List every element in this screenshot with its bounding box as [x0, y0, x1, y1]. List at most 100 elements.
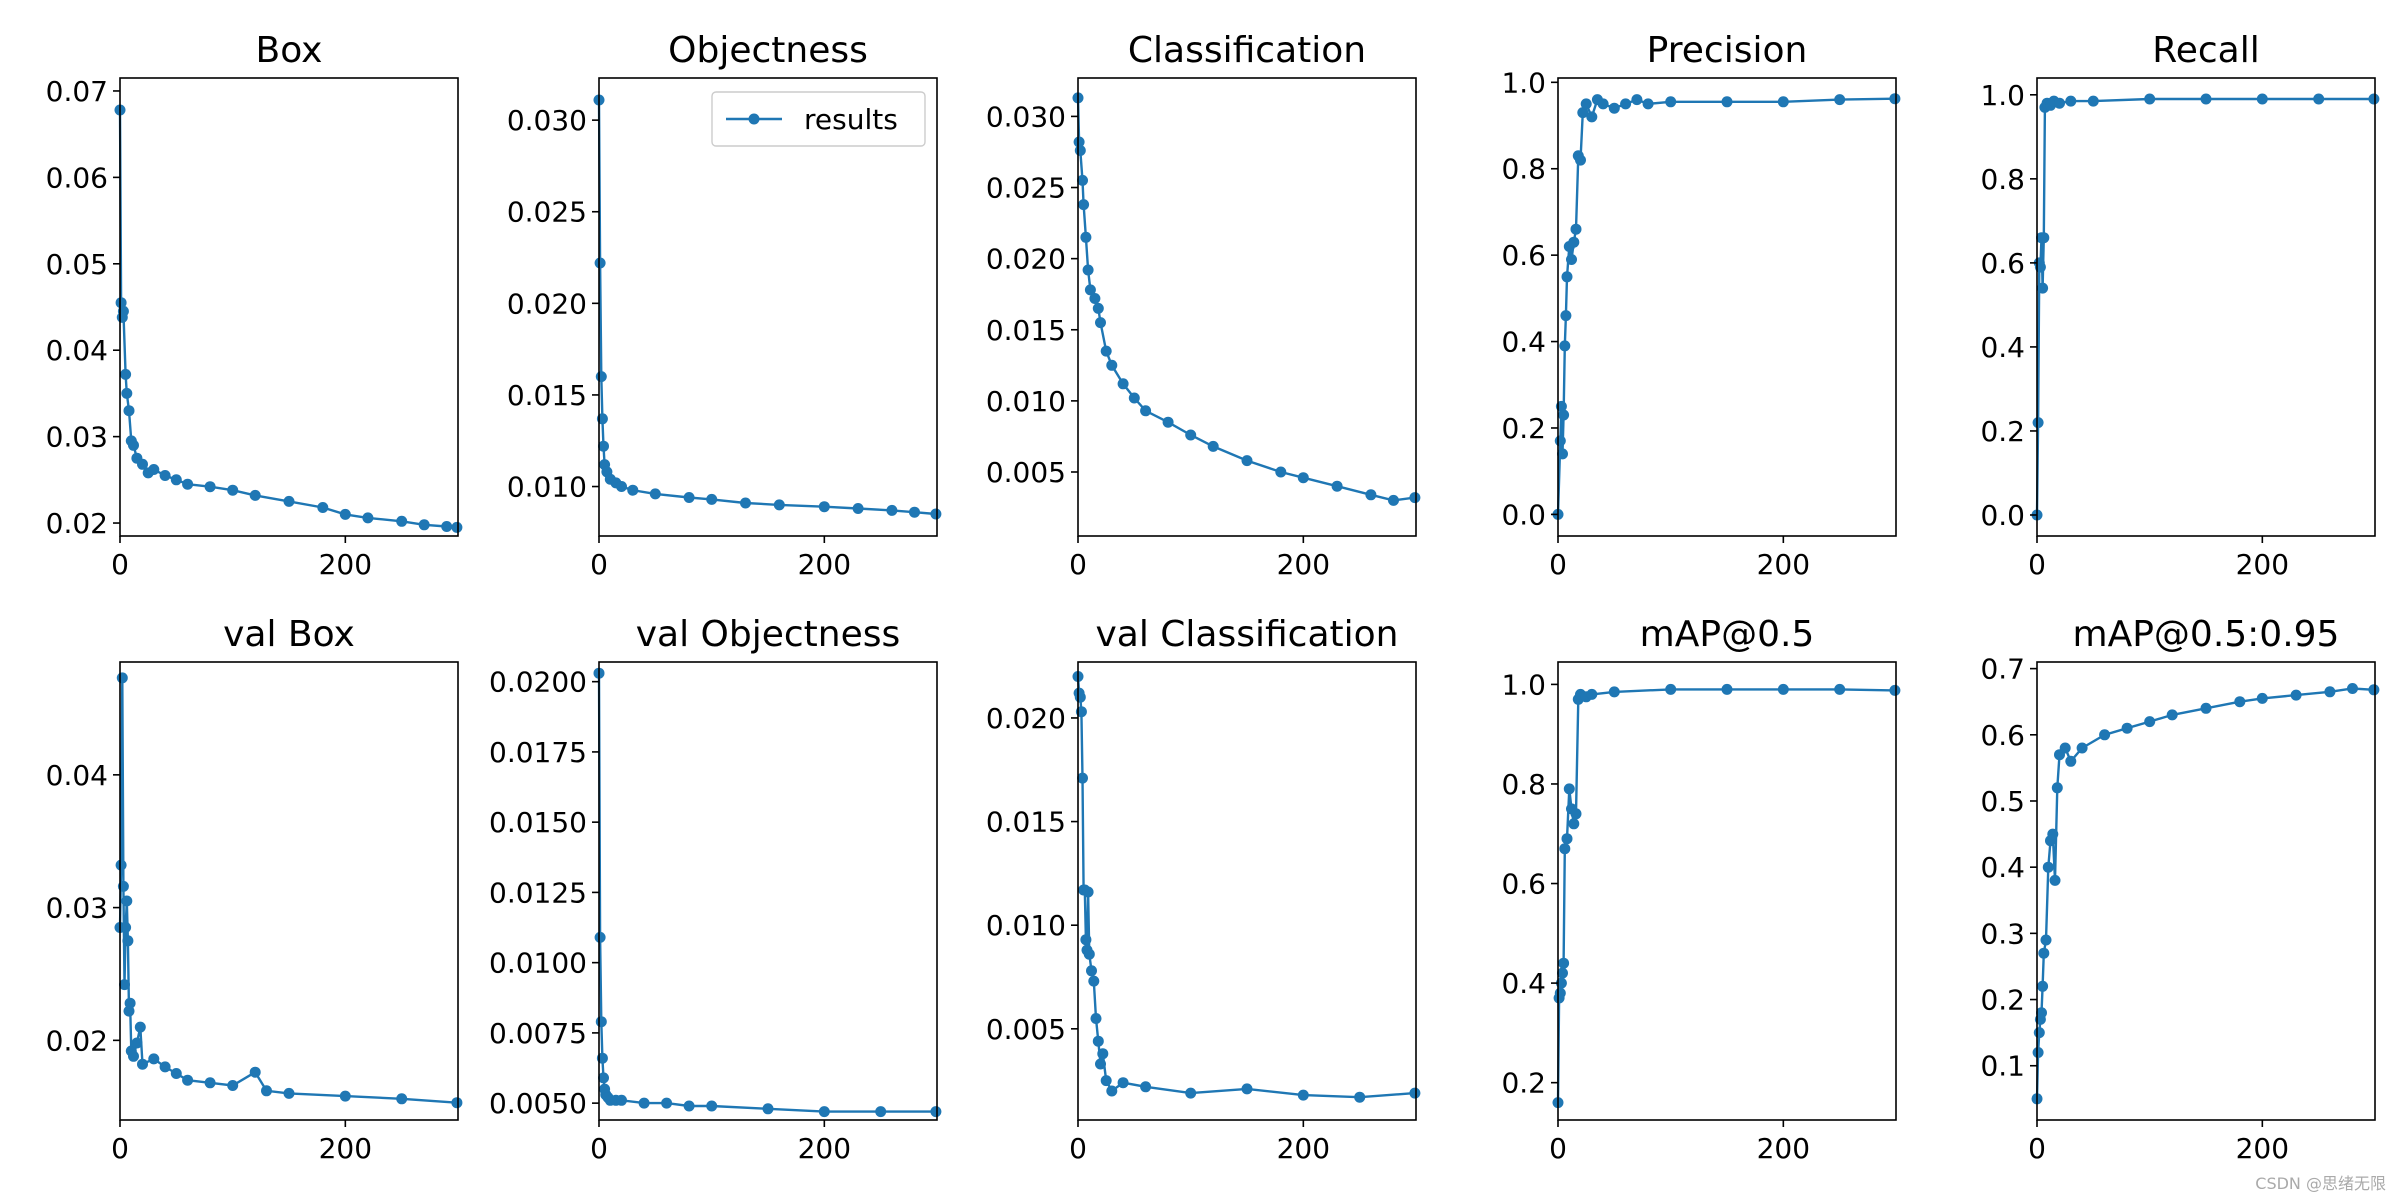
data-point-7	[2038, 947, 2050, 959]
data-point-7	[1082, 264, 1094, 276]
y-tick-label: 0.0100	[489, 947, 587, 980]
y-tick-label: 0.0200	[489, 666, 587, 699]
axes-frame	[2036, 77, 2376, 537]
data-point-21	[227, 1080, 239, 1091]
data-point-18	[1665, 683, 1677, 695]
data-point-14	[706, 493, 718, 505]
data-point-18	[170, 1068, 182, 1079]
y-tick-label: 0.6	[1501, 239, 1546, 272]
chart-panel-9: mAP@0.5 0.2 0.4 0.6 0.8 1.0 0 200	[1501, 614, 1901, 1165]
legend-label: results	[804, 103, 898, 136]
data-point-27	[1834, 94, 1846, 106]
legend-box	[711, 91, 926, 147]
data-point-8	[1561, 271, 1573, 283]
series-line	[597, 673, 936, 1113]
y-tick-label: 0.2	[1501, 412, 1546, 445]
data-point-16	[2065, 755, 2077, 767]
data-point-2	[1073, 136, 1085, 148]
chart-panel-8: val Classification 0.005 0.010 0.015 0.020 0 2…	[986, 614, 1421, 1165]
data-point-24	[1365, 489, 1377, 501]
data-point-14	[2087, 95, 2099, 107]
data-point-5	[1557, 967, 1568, 979]
data-point-15	[1128, 392, 1140, 404]
series-line	[597, 99, 937, 516]
data-point-21	[1620, 98, 1632, 110]
data-point-2	[2032, 417, 2044, 429]
chart-title: Recall	[2152, 30, 2259, 71]
chart-panel-7: val Objectness 0.0050 0.0075 0.0100 0.0125 0.…	[489, 614, 942, 1165]
x-tick-label: 0	[1069, 548, 1087, 581]
axes-frame	[119, 77, 459, 537]
data-point-5	[119, 979, 130, 991]
chart-title: Classification	[1128, 30, 1366, 71]
x-tick-label: 200	[798, 548, 851, 581]
data-point-20	[2144, 716, 2156, 728]
x-tick-label: 0	[111, 548, 129, 581]
data-point-21	[317, 502, 329, 513]
y-tick-label: 0.4	[1980, 851, 2025, 884]
data-point-18	[2099, 729, 2111, 741]
data-point-2	[1554, 435, 1566, 447]
data-point-11	[1095, 317, 1106, 329]
data-point-21	[1140, 1081, 1152, 1093]
y-tick-label: 0.025	[507, 196, 587, 229]
axes-frame	[1557, 77, 1897, 537]
data-point-24	[1297, 1089, 1309, 1101]
data-point-20	[1117, 1077, 1129, 1089]
data-point-15	[2059, 742, 2071, 754]
data-point-23	[2234, 696, 2246, 708]
data-point-16	[773, 499, 785, 511]
y-tick-label: 0.8	[1501, 768, 1546, 801]
watermark-text: CSDN @思绪无限	[2255, 1174, 2386, 1193]
data-point-19	[1207, 440, 1219, 452]
chart-title: val Box	[223, 614, 355, 655]
data-point-18	[1100, 1075, 1112, 1087]
axes-frame	[598, 77, 938, 537]
data-point-23	[1642, 98, 1654, 110]
data-point-18	[227, 484, 239, 496]
data-point-22	[2200, 702, 2212, 714]
data-point-11	[627, 484, 639, 496]
data-point-16	[1140, 405, 1152, 417]
data-point-20	[283, 495, 295, 507]
y-tick-label: 0.8	[1501, 153, 1546, 186]
data-point-9	[128, 439, 139, 451]
data-point-20	[204, 1077, 216, 1089]
data-point-14	[1117, 378, 1129, 390]
data-point-12	[2049, 874, 2061, 886]
x-tick-label: 200	[1277, 548, 1330, 581]
y-tick-label: 0.03	[46, 421, 108, 454]
data-point-15	[137, 1058, 148, 1070]
data-point-14	[1575, 154, 1586, 166]
y-tick-label: 0.0125	[489, 876, 587, 909]
data-point-8	[1084, 284, 1096, 296]
data-point-15	[1092, 1035, 1104, 1047]
chart-title: Objectness	[668, 30, 868, 71]
data-point-20	[909, 506, 920, 518]
data-point-2	[594, 931, 606, 943]
y-tick-label: 0.5	[1980, 785, 2025, 818]
data-point-11	[1083, 948, 1095, 960]
data-point-7	[123, 405, 135, 417]
data-point-25	[418, 519, 430, 531]
data-point-26	[396, 1093, 408, 1105]
data-point-18	[875, 1106, 887, 1118]
y-tick-label: 0.4	[1501, 326, 1546, 359]
data-point-13	[661, 1097, 673, 1109]
y-tick-label: 0.02	[46, 507, 108, 540]
y-tick-label: 0.015	[507, 379, 587, 412]
data-point-7	[121, 895, 133, 907]
data-point-5	[598, 1072, 609, 1084]
chart-panel-10: mAP@0.5:0.95 0.1 0.2 0.3 0.4 0.5 0.6 0.7 0 200	[1980, 614, 2380, 1165]
data-point-5	[2036, 1007, 2047, 1019]
y-tick-label: 0.020	[986, 702, 1066, 735]
y-tick-label: 0.6	[1501, 868, 1546, 901]
x-tick-label: 0	[2028, 548, 2046, 581]
data-point-14	[159, 470, 171, 481]
data-point-19	[182, 1074, 194, 1086]
data-point-21	[1834, 683, 1846, 695]
data-point-28	[1889, 93, 1901, 105]
data-point-17	[159, 1061, 171, 1073]
data-point-14	[134, 1021, 146, 1033]
legend: results	[711, 91, 926, 147]
